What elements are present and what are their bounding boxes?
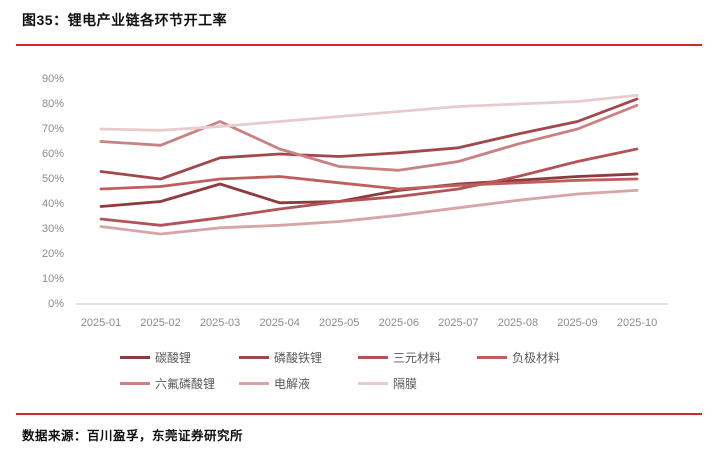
legend-swatch-icon <box>120 356 150 359</box>
legend-item: 磷酸铁锂 <box>239 349 358 366</box>
legend-item: 碳酸锂 <box>120 349 239 366</box>
series-line-4 <box>99 103 639 172</box>
title-rule <box>16 44 702 46</box>
chart-legend-row-2: 六氟磷酸锂 电解液 隔膜 <box>120 375 477 392</box>
legend-swatch-icon <box>239 382 269 385</box>
series-line-1 <box>99 97 639 181</box>
x-axis-tick: 2025-06 <box>378 317 419 329</box>
legend-label: 隔膜 <box>393 377 418 391</box>
x-axis-tick: 2025-07 <box>438 317 479 329</box>
x-axis-tick: 2025-04 <box>259 317 300 329</box>
chart-legend-row-1: 碳酸锂 磷酸铁锂 三元材料 负极材料 <box>120 349 596 366</box>
y-axis-tick: 10% <box>41 273 64 285</box>
x-axis-tick: 2025-10 <box>616 317 658 329</box>
series-line-0 <box>99 172 639 208</box>
figure-title: 图35：锂电产业链各环节开工率 <box>22 12 228 28</box>
legend-item: 三元材料 <box>358 349 477 366</box>
series-line-3 <box>99 175 639 191</box>
y-axis-tick: 30% <box>41 223 64 235</box>
y-axis-tick: 70% <box>41 123 64 135</box>
x-axis-tick: 2025-01 <box>80 317 122 329</box>
series-line-6 <box>99 93 639 132</box>
legend-swatch-icon <box>358 382 388 385</box>
y-axis-tick: 0% <box>48 298 64 310</box>
legend-item: 负极材料 <box>477 349 596 366</box>
y-axis-tick: 80% <box>41 98 64 110</box>
y-axis-tick: 20% <box>41 248 64 260</box>
y-axis-tick: 60% <box>41 148 64 160</box>
series-line-5 <box>99 188 639 236</box>
x-axis-tick: 2025-03 <box>199 317 241 329</box>
legend-label: 碳酸锂 <box>155 351 192 365</box>
legend-item: 隔膜 <box>358 375 477 392</box>
legend-label: 负极材料 <box>512 351 561 365</box>
data-source-note: 数据来源：百川盈孚，东莞证券研究所 <box>22 429 244 443</box>
legend-swatch-icon <box>358 356 388 359</box>
series-line-2 <box>99 147 639 227</box>
legend-item: 电解液 <box>239 375 358 392</box>
y-axis-tick: 90% <box>41 73 64 85</box>
x-axis-tick: 2025-08 <box>497 317 539 329</box>
legend-label: 三元材料 <box>393 351 442 365</box>
x-axis-tick: 2025-05 <box>319 317 360 329</box>
legend-label: 电解液 <box>274 377 311 391</box>
legend-label: 磷酸铁锂 <box>274 351 323 365</box>
legend-swatch-icon <box>120 382 150 385</box>
x-axis-tick: 2025-09 <box>557 317 598 329</box>
y-axis-tick: 40% <box>41 198 64 210</box>
legend-swatch-icon <box>239 356 269 359</box>
x-axis-tick: 2025-02 <box>140 317 181 329</box>
y-axis-tick: 50% <box>41 173 64 185</box>
legend-item: 六氟磷酸锂 <box>120 375 239 392</box>
legend-swatch-icon <box>477 356 507 359</box>
footer-rule <box>16 413 702 415</box>
legend-label: 六氟磷酸锂 <box>155 377 216 391</box>
